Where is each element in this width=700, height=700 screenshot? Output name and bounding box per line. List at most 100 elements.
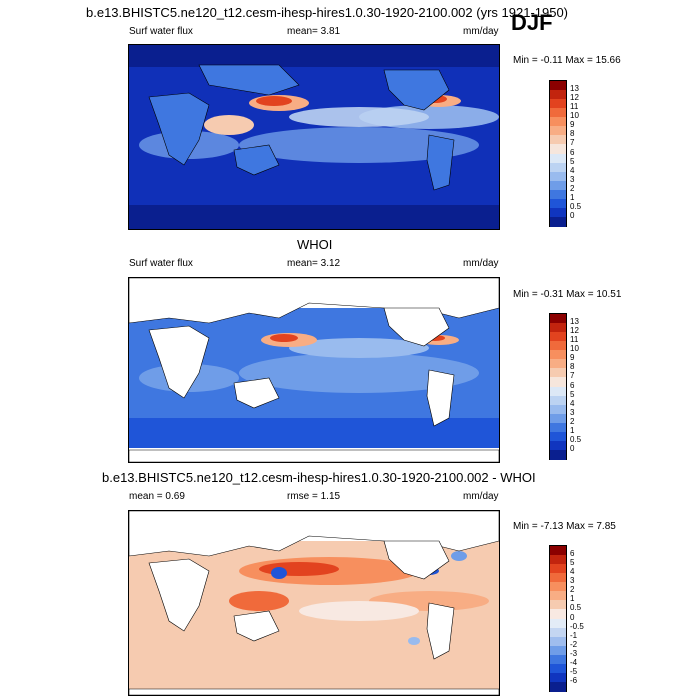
colorbar-swatch — [550, 368, 566, 378]
colorbar-swatch — [550, 440, 566, 451]
panel2-map — [128, 277, 500, 463]
colorbar-tick-label: 7 — [570, 371, 575, 381]
panel2-colorbar — [549, 313, 567, 460]
panel3-mean-label: mean = 0.69 — [129, 491, 185, 502]
colorbar-swatch — [550, 323, 566, 333]
colorbar-tick-label: 5 — [570, 558, 575, 568]
colorbar-tick-label: -6 — [570, 675, 578, 685]
colorbar-swatch — [550, 663, 566, 674]
panel3-minmax-label: Min = -7.13 Max = 7.85 — [513, 521, 616, 532]
panel2-minmax-label: Min = -0.31 Max = 10.51 — [513, 289, 622, 300]
colorbar-swatch — [550, 180, 566, 191]
colorbar-swatch — [550, 582, 566, 592]
colorbar-tick-label: -2 — [570, 639, 578, 649]
colorbar-swatch — [550, 564, 566, 574]
colorbar-tick-label: 12 — [570, 93, 579, 103]
colorbar-swatch — [550, 422, 566, 433]
colorbar-swatch — [550, 395, 566, 406]
panel3-rmse-label: rmse = 1.15 — [287, 491, 341, 502]
colorbar-tick-label: 10 — [570, 344, 579, 354]
colorbar-swatch — [550, 359, 566, 369]
colorbar-tick-label: 6 — [570, 549, 575, 559]
colorbar-tick-label: 12 — [570, 326, 579, 336]
colorbar-swatch — [550, 672, 566, 683]
colorbar-tick-label: -0.5 — [570, 621, 584, 631]
colorbar-swatch — [550, 449, 566, 460]
colorbar-tick-label: 9 — [570, 353, 575, 363]
season-label: DJF — [511, 10, 553, 35]
colorbar-tick-label: 1 — [570, 192, 575, 202]
colorbar-swatch — [550, 99, 566, 109]
colorbar-swatch — [550, 135, 566, 145]
colorbar-swatch — [550, 216, 566, 227]
colorbar-swatch — [550, 404, 566, 415]
colorbar-tick-label: 5 — [570, 389, 575, 399]
colorbar-tick-label: 11 — [570, 335, 579, 345]
colorbar-tick-label: 2 — [570, 183, 575, 193]
colorbar-swatch — [550, 600, 566, 610]
colorbar-tick-label: 8 — [570, 129, 575, 139]
colorbar-swatch — [550, 609, 566, 619]
panel2-title: WHOI — [297, 237, 333, 252]
colorbar-tick-label: 13 — [570, 317, 579, 327]
colorbar-tick-label: 8 — [570, 362, 575, 372]
colorbar-swatch — [550, 431, 566, 442]
colorbar-swatch — [550, 314, 566, 324]
colorbar-swatch — [550, 207, 566, 218]
panel3-map-svg — [129, 511, 499, 695]
panel1-map-svg — [129, 45, 499, 229]
panel1-map — [128, 44, 500, 230]
colorbar-tick-label: 0.5 — [570, 201, 582, 211]
colorbar-swatch — [550, 126, 566, 136]
colorbar-swatch — [550, 350, 566, 360]
panel1-colorbar — [549, 80, 567, 227]
colorbar-swatch — [550, 386, 566, 397]
panel1-mean-label: mean= 3.81 — [287, 26, 341, 37]
colorbar-tick-label: 0 — [570, 210, 575, 220]
colorbar-tick-label: 2 — [570, 585, 575, 595]
colorbar-tick-label: 4 — [570, 567, 575, 577]
colorbar-tick-label: 5 — [570, 156, 575, 166]
colorbar-tick-label: 0 — [570, 612, 575, 622]
colorbar-swatch — [550, 681, 566, 692]
colorbar-swatch — [550, 377, 566, 387]
colorbar-swatch — [550, 144, 566, 154]
colorbar-tick-label: -1 — [570, 630, 578, 640]
colorbar-swatch — [550, 162, 566, 173]
panel3-units-label: mm/day — [463, 491, 499, 502]
panel1-field-label: Surf water flux — [129, 26, 193, 37]
colorbar-swatch — [550, 171, 566, 182]
colorbar-tick-label: 4 — [570, 398, 575, 408]
colorbar-swatch — [550, 413, 566, 424]
colorbar-swatch — [550, 654, 566, 665]
colorbar-tick-label: 7 — [570, 138, 575, 148]
panel3-title: b.e13.BHISTC5.ne120_t12.cesm-ihesp-hires… — [102, 470, 536, 485]
colorbar-swatch — [550, 627, 566, 638]
panel1-title: b.e13.BHISTC5.ne120_t12.cesm-ihesp-hires… — [86, 5, 569, 20]
colorbar-swatch — [550, 90, 566, 100]
colorbar-tick-label: 11 — [570, 102, 579, 112]
panel1-minmax-label: Min = -0.11 Max = 15.66 — [513, 55, 621, 66]
colorbar-swatch — [550, 591, 566, 601]
colorbar-tick-label: 2 — [570, 416, 575, 426]
colorbar-swatch — [550, 198, 566, 209]
colorbar-swatch — [550, 618, 566, 629]
colorbar-tick-label: 6 — [570, 147, 575, 157]
colorbar-swatch — [550, 341, 566, 351]
colorbar-swatch — [550, 117, 566, 127]
colorbar-tick-label: 3 — [570, 407, 575, 417]
colorbar-swatch — [550, 108, 566, 118]
panel2-mean-label: mean= 3.12 — [287, 258, 341, 269]
colorbar-swatch — [550, 546, 566, 556]
panel3-map — [128, 510, 500, 696]
colorbar-tick-label: -5 — [570, 666, 578, 676]
panel2-units-label: mm/day — [463, 258, 499, 269]
colorbar-tick-label: 10 — [570, 111, 579, 121]
colorbar-tick-label: 1 — [570, 594, 575, 604]
colorbar-swatch — [550, 81, 566, 91]
colorbar-tick-label: 0.5 — [570, 603, 582, 613]
colorbar-tick-label: 0 — [570, 443, 575, 453]
colorbar-tick-label: 6 — [570, 380, 575, 390]
colorbar-swatch — [550, 645, 566, 656]
colorbar-swatch — [550, 153, 566, 164]
